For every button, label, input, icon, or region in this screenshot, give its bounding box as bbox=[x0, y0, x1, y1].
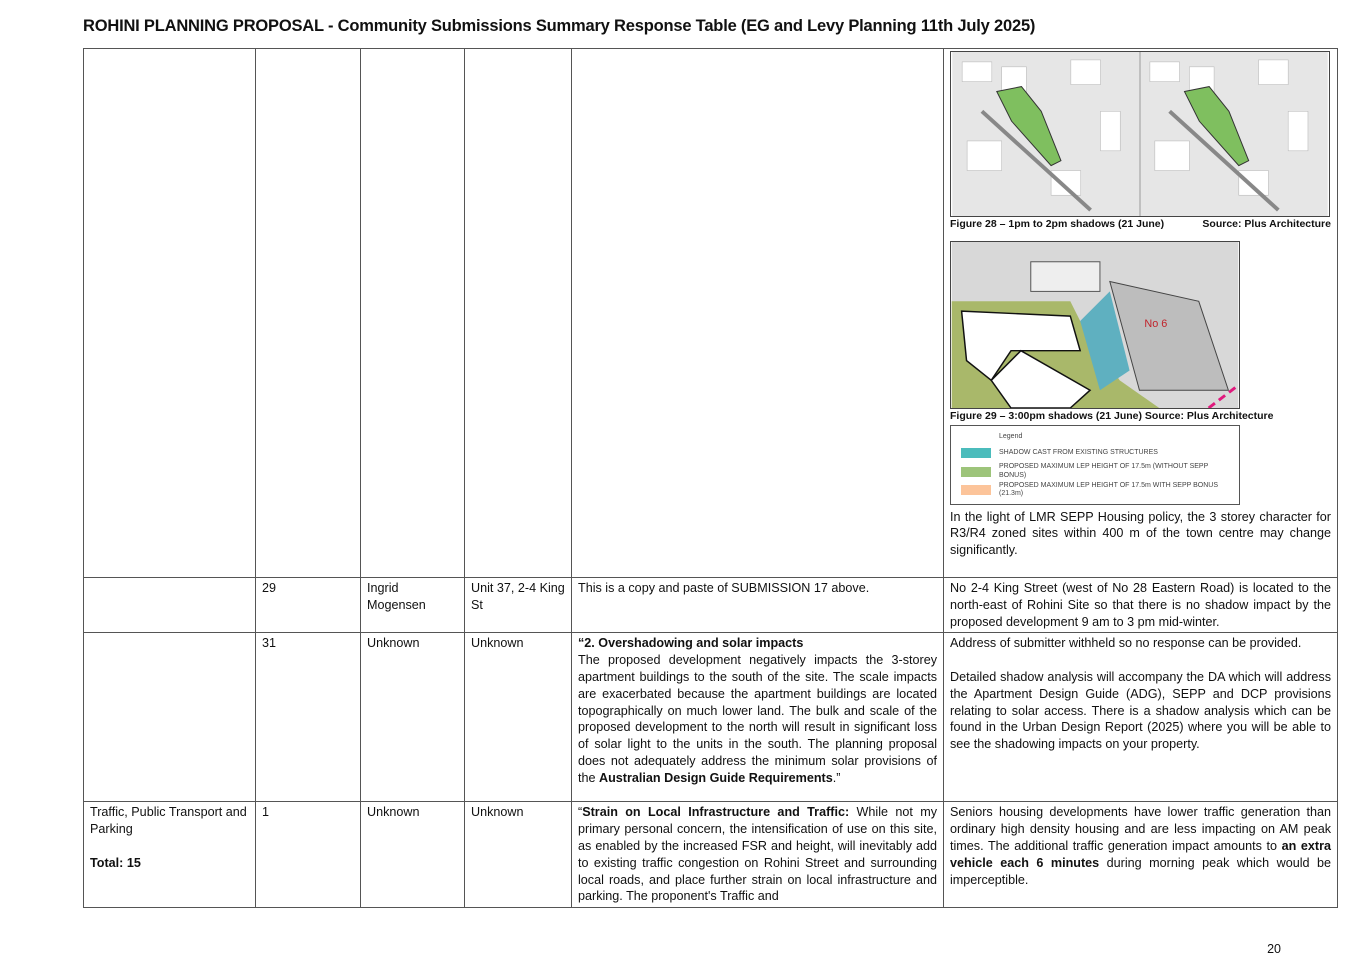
figure-28-shadow-map bbox=[950, 51, 1330, 217]
submitter-address: Unknown bbox=[464, 801, 572, 909]
figure-legend: Legend SHADOW CAST FROM EXISTING STRUCTU… bbox=[950, 425, 1240, 505]
legend-item: PROPOSED MAXIMUM LEP HEIGHT OF 17.5m WIT… bbox=[961, 481, 1229, 500]
legend-label: PROPOSED MAXIMUM LEP HEIGHT OF 17.5m WIT… bbox=[999, 481, 1218, 498]
legend-item: SHADOW CAST FROM EXISTING STRUCTURES bbox=[961, 444, 1229, 463]
submission-text: This is a copy and paste of SUBMISSION 1… bbox=[571, 576, 944, 634]
legend-label: SHADOW CAST FROM EXISTING STRUCTURES bbox=[999, 448, 1158, 456]
table-row: Figure 28 – 1pm to 2pm shadows (21 June)… bbox=[83, 48, 1338, 578]
submissions-table: Figure 28 – 1pm to 2pm shadows (21 June)… bbox=[83, 48, 1338, 909]
response-text: No 2-4 King Street (west of No 28 Easter… bbox=[943, 576, 1338, 634]
submitter-name: Ingrid Mogensen bbox=[360, 576, 465, 634]
response-cell: Figure 28 – 1pm to 2pm shadows (21 June)… bbox=[943, 48, 1338, 578]
table-row: Traffic, Public Transport and Parking Tot… bbox=[83, 801, 1338, 909]
page-number: 20 bbox=[1267, 942, 1281, 957]
response-text: Address of submitter withheld so no resp… bbox=[943, 632, 1338, 803]
figure-28-caption: Figure 28 – 1pm to 2pm shadows (21 June) bbox=[950, 218, 1165, 230]
figure-29-shadow-map: No 6 bbox=[950, 241, 1240, 409]
table-row: 31 Unknown Unknown “2. Overshadowing and… bbox=[83, 632, 1338, 803]
legend-label: PROPOSED MAXIMUM LEP HEIGHT OF 17.5m (WI… bbox=[999, 463, 1209, 479]
legend-title: Legend bbox=[999, 432, 1023, 440]
submission-number: 29 bbox=[255, 576, 361, 634]
legend-swatch bbox=[961, 485, 991, 496]
figure-29-label: No 6 bbox=[1144, 318, 1167, 330]
legend-swatch bbox=[961, 466, 991, 477]
submitter-address: Unknown bbox=[464, 632, 572, 803]
figure-28-source: Source: Plus Architecture bbox=[1202, 218, 1331, 230]
submitter-name: Unknown bbox=[360, 632, 465, 803]
submission-number: 31 bbox=[255, 632, 361, 803]
category-total: Total: 15 bbox=[90, 855, 141, 870]
legend-swatch bbox=[961, 448, 991, 459]
submission-number: 1 bbox=[255, 801, 361, 909]
submission-text: “2. Overshadowing and solar impacts The p… bbox=[571, 632, 944, 803]
submission-text: “Strain on Local Infrastructure and Traf… bbox=[571, 801, 944, 909]
response-text: In the light of LMR SEPP Housing policy,… bbox=[950, 509, 1331, 558]
page-title: ROHINI PLANNING PROPOSAL - Community Sub… bbox=[83, 17, 1036, 35]
response-text: Seniors housing developments have lower … bbox=[943, 801, 1338, 909]
figure-29-caption: Figure 29 – 3:00pm shadows (21 June) Sou… bbox=[950, 410, 1274, 422]
category-cell: Traffic, Public Transport and Parking Tot… bbox=[83, 801, 256, 909]
legend-item: PROPOSED MAXIMUM LEP HEIGHT OF 17.5m (WI… bbox=[961, 463, 1229, 482]
submitter-name: Unknown bbox=[360, 801, 465, 909]
table-row: 29 Ingrid Mogensen Unit 37, 2-4 King St … bbox=[83, 576, 1338, 634]
submitter-address: Unit 37, 2-4 King St bbox=[464, 576, 572, 634]
